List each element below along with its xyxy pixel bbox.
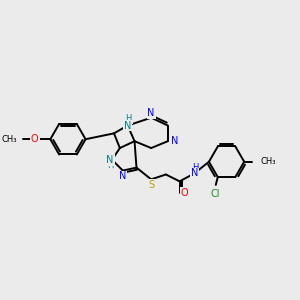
Text: N: N bbox=[106, 155, 114, 165]
Text: H: H bbox=[125, 114, 132, 123]
Text: Cl: Cl bbox=[210, 189, 220, 199]
Text: N: N bbox=[148, 108, 155, 118]
Text: CH₃: CH₃ bbox=[261, 157, 276, 166]
Text: O: O bbox=[31, 134, 38, 144]
Text: N: N bbox=[119, 171, 127, 182]
Text: CH₃: CH₃ bbox=[2, 135, 17, 144]
Text: N: N bbox=[124, 121, 131, 130]
Text: H: H bbox=[107, 161, 113, 170]
Text: S: S bbox=[148, 180, 154, 190]
Text: O: O bbox=[32, 134, 40, 144]
Text: H: H bbox=[192, 163, 198, 172]
Text: N: N bbox=[190, 169, 198, 178]
Text: O: O bbox=[181, 188, 188, 198]
Text: N: N bbox=[171, 136, 178, 146]
